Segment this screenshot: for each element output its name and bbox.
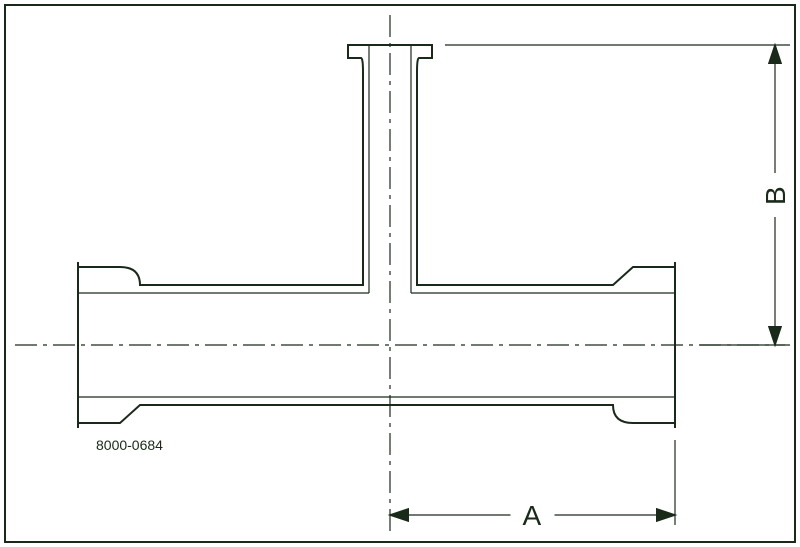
dimension-a-label: A: [523, 500, 542, 531]
dimension-b-label: B: [760, 186, 791, 205]
drawing-frame: [5, 5, 795, 542]
drawing-reference: 8000-0684: [96, 437, 163, 453]
tee-outline: [78, 45, 675, 428]
